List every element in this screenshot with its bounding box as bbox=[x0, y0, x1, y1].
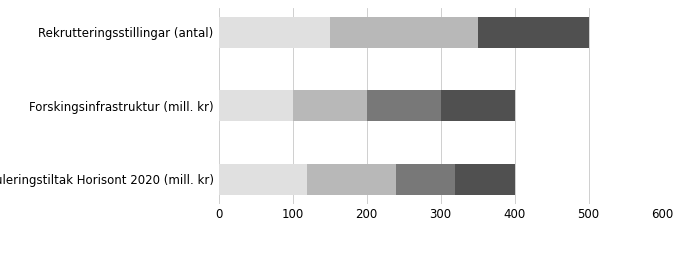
Bar bbox=[219, 164, 307, 195]
Bar bbox=[441, 90, 514, 121]
Bar bbox=[456, 164, 514, 195]
Bar bbox=[219, 17, 330, 48]
Bar bbox=[477, 17, 589, 48]
Bar bbox=[330, 17, 477, 48]
Bar bbox=[396, 164, 456, 195]
Bar bbox=[367, 90, 441, 121]
Bar bbox=[292, 90, 367, 121]
Bar bbox=[307, 164, 396, 195]
Bar bbox=[219, 90, 292, 121]
